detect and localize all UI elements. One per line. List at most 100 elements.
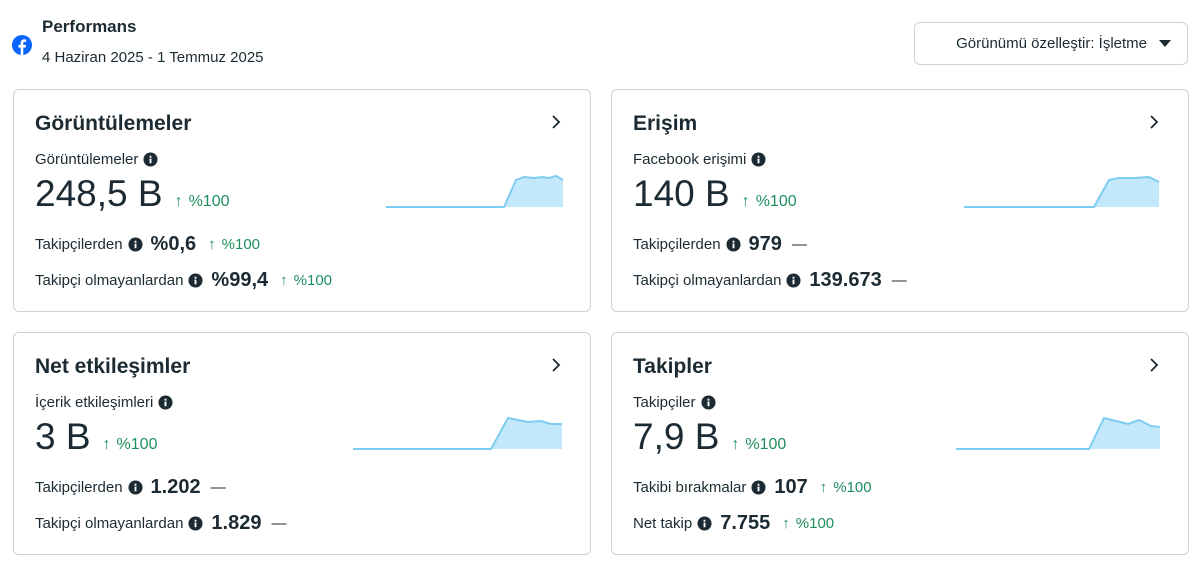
info-icon[interactable]	[751, 152, 766, 167]
arrow-up-icon: ↑	[208, 236, 216, 253]
row-value: 1.202	[150, 476, 201, 498]
metric-label: Facebook erişimi	[633, 151, 766, 168]
metric-delta: ↑ %100	[103, 436, 158, 454]
metric-value-text: 248,5 B	[35, 173, 163, 214]
follows-card[interactable]: Takipler Takipçiler 7,9 B ↑ %100 Takibi b…	[611, 332, 1189, 555]
row-value: 7.755	[720, 512, 771, 534]
engagement-card[interactable]: Net etkileşimler İçerik etkileşimleri 3 …	[13, 332, 591, 555]
performance-header: Performans 4 Haziran 2025 - 1 Temmuz 202…	[0, 0, 1200, 80]
info-icon[interactable]	[751, 480, 766, 495]
row-label: Takipçi olmayanlardan	[35, 272, 184, 289]
info-icon[interactable]	[143, 152, 158, 167]
breakdown-row: Takibi bırakmalar 107 ↑ %100	[633, 476, 872, 499]
row-delta: —	[271, 515, 287, 532]
chevron-right-icon[interactable]	[1146, 114, 1162, 130]
metric-label-text: Takipçiler	[633, 394, 696, 411]
chevron-right-icon[interactable]	[548, 357, 564, 373]
row-label: Takipçilerden	[633, 236, 721, 253]
sparkline-chart	[964, 175, 1160, 208]
page-title: Performans	[42, 17, 137, 36]
info-icon[interactable]	[128, 237, 143, 252]
info-icon[interactable]	[188, 516, 203, 531]
breakdown-row: Takipçilerden 1.202 —	[35, 476, 226, 499]
card-title: Takipler	[633, 355, 712, 378]
breakdown-row: Takipçi olmayanlardan 1.829 —	[35, 512, 286, 535]
metric-label: İçerik etkileşimleri	[35, 394, 173, 411]
arrow-up-icon: ↑	[782, 515, 790, 532]
caret-down-icon	[1159, 40, 1171, 47]
date-range: 4 Haziran 2025 - 1 Temmuz 2025	[42, 49, 264, 66]
info-icon[interactable]	[697, 516, 712, 531]
metric-delta-text: %100	[188, 193, 230, 210]
row-delta: ↑ %100	[782, 515, 834, 532]
info-icon[interactable]	[701, 395, 716, 410]
row-label: Takibi bırakmalar	[633, 479, 747, 496]
info-icon[interactable]	[726, 237, 741, 252]
row-value: 139.673	[809, 269, 882, 291]
row-value: 1.829	[211, 512, 262, 534]
metric-label: Görüntülemeler	[35, 151, 158, 168]
arrow-up-icon: ↑	[280, 272, 288, 289]
breakdown-row: Takipçi olmayanlardan 139.673 —	[633, 269, 907, 292]
metric-value-text: 140 B	[633, 173, 730, 214]
row-label: Takipçi olmayanlardan	[633, 272, 782, 289]
metric-delta-text: %100	[755, 193, 797, 210]
row-label: Net takip	[633, 515, 693, 532]
metric-value: 7,9 B ↑ %100	[633, 416, 786, 458]
metric-delta-text: %100	[745, 436, 787, 453]
card-title: Görüntülemeler	[35, 112, 192, 135]
row-delta: ↑ %100	[820, 479, 872, 496]
info-icon[interactable]	[128, 480, 143, 495]
metric-delta: ↑ %100	[742, 193, 797, 211]
row-delta: —	[210, 479, 226, 496]
metric-delta: ↑ %100	[731, 436, 786, 454]
row-delta: —	[791, 236, 807, 253]
row-delta-text: %100	[833, 479, 872, 496]
info-icon[interactable]	[158, 395, 173, 410]
card-title: Net etkileşimler	[35, 355, 191, 378]
arrow-up-icon: ↑	[819, 479, 828, 496]
metric-label: Takipçiler	[633, 394, 716, 411]
facebook-icon	[12, 35, 32, 55]
row-value: %99,4	[211, 269, 269, 291]
customize-view-button[interactable]: Görünümü özelleştir: İşletme	[914, 22, 1188, 65]
metric-value: 248,5 B ↑ %100	[35, 173, 229, 215]
row-delta-text: %100	[221, 236, 261, 253]
metric-value: 3 B ↑ %100	[35, 416, 157, 458]
info-icon[interactable]	[786, 273, 801, 288]
row-delta: ↑ %100	[208, 236, 260, 253]
breakdown-row: Takipçilerden 979 —	[633, 233, 807, 256]
arrow-up-icon: ↑	[102, 436, 111, 453]
reach-card[interactable]: Erişim Facebook erişimi 140 B ↑ %100 Taki…	[611, 89, 1189, 312]
metric-label-text: İçerik etkileşimleri	[35, 394, 154, 411]
arrow-up-icon: ↑	[731, 436, 740, 453]
row-delta-text: %100	[795, 515, 835, 532]
row-label: Takipçilerden	[35, 236, 123, 253]
metric-label-text: Facebook erişimi	[633, 151, 747, 168]
metric-value-text: 3 B	[35, 416, 91, 457]
metric-delta: ↑ %100	[175, 193, 230, 211]
card-title: Erişim	[633, 112, 698, 135]
sparkline-chart	[353, 416, 562, 450]
metric-delta-text: %100	[116, 436, 158, 453]
chevron-right-icon[interactable]	[1146, 357, 1162, 373]
metric-value-text: 7,9 B	[633, 416, 720, 457]
row-value: %0,6	[150, 233, 197, 255]
sparkline-chart	[956, 416, 1161, 450]
views-card[interactable]: Görüntülemeler Görüntülemeler 248,5 B ↑%…	[13, 89, 591, 312]
breakdown-row: Takipçi olmayanlardan %99,4 ↑ %100	[35, 269, 332, 292]
chevron-right-icon[interactable]	[548, 114, 564, 130]
metric-value: 140 B ↑ %100	[633, 173, 797, 215]
row-delta-text: %100	[293, 272, 333, 289]
breakdown-row: Takipçilerden %0,6 ↑ %100	[35, 233, 260, 256]
arrow-up-icon: ↑	[741, 193, 750, 210]
row-value: 979	[748, 233, 782, 255]
row-delta: ↑ %100	[280, 272, 332, 289]
row-label: Takipçilerden	[35, 479, 123, 496]
breakdown-row: Net takip 7.755 ↑ %100	[633, 512, 834, 535]
arrow-up-icon: ↑	[174, 193, 183, 210]
sparkline-chart	[386, 174, 564, 208]
row-delta: —	[891, 272, 907, 289]
info-icon[interactable]	[188, 273, 203, 288]
row-value: 107	[774, 476, 808, 498]
